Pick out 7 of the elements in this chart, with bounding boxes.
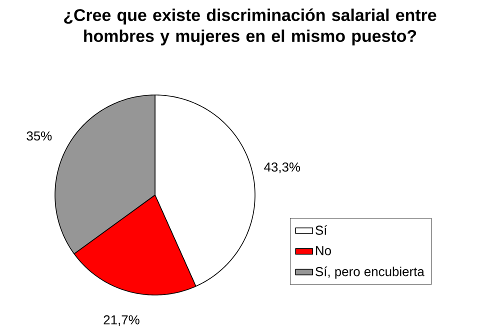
chart-title: ¿Cree que existe discriminación salarial entre hombres y mujeres en el mismo puesto? bbox=[64, 8, 436, 46]
legend-label: Sí bbox=[316, 225, 328, 235]
data-label: 35% bbox=[26, 131, 52, 141]
legend-label: No bbox=[316, 246, 331, 256]
data-label: 21,7% bbox=[104, 315, 140, 326]
data-label: 43,3% bbox=[264, 162, 300, 174]
legend-label: Sí, pero encubierta bbox=[316, 266, 424, 279]
